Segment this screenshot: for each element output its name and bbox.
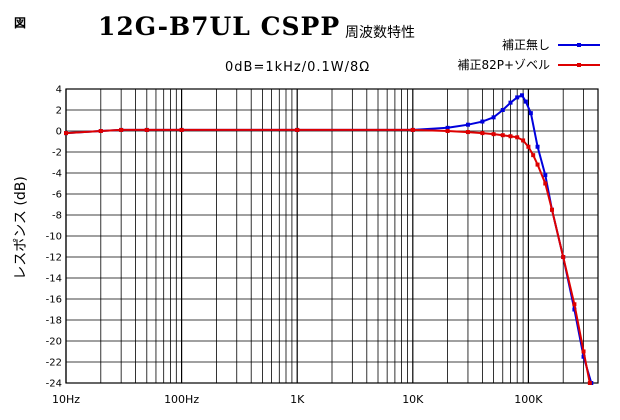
series-compensated-point <box>465 130 470 135</box>
series-uncompensated-point <box>528 111 533 116</box>
series-compensated-point <box>491 132 496 137</box>
series-compensated-point <box>410 127 415 132</box>
x-tick-label: 100Hz <box>164 393 199 406</box>
legend-marker <box>577 43 581 47</box>
y-tick-label: -22 <box>46 358 62 369</box>
y-tick-label: -8 <box>52 211 62 222</box>
legend-marker <box>577 63 581 67</box>
series-uncompensated-line <box>65 94 593 384</box>
series-compensated-point <box>572 302 577 307</box>
series-uncompensated-point <box>500 108 505 112</box>
series-uncompensated-point <box>508 100 513 105</box>
series-compensated-point <box>480 131 485 136</box>
series-compensated-point <box>535 162 540 167</box>
series-compensated-point <box>508 134 513 139</box>
series-compensated-line <box>65 128 591 384</box>
y-tick-label: -18 <box>46 316 62 327</box>
series-compensated-point <box>295 127 300 132</box>
y-tick-labels: 4 2 0 -2 -4 -6 -8 -10 -12 -14 -16 -18 -20 -22 -24 <box>46 85 62 390</box>
legend-label: 補正無し <box>502 37 550 52</box>
series-uncompensated-point <box>445 125 450 130</box>
y-tick-label: -20 <box>46 337 62 348</box>
series-lines <box>64 93 594 385</box>
x-tick-label: 10Hz <box>52 393 80 406</box>
y-tick-label: -4 <box>52 169 62 180</box>
y-tick-label: 4 <box>56 85 62 96</box>
y-tick-label: -24 <box>46 379 62 390</box>
series-compensated-point <box>521 138 526 143</box>
series-compensated-point <box>64 131 68 136</box>
series-uncompensated-point <box>480 119 485 124</box>
plot-border <box>65 88 599 384</box>
series-uncompensated-point <box>543 173 548 178</box>
reference-level: 0dB=1kHz/0.1W/8Ω <box>225 60 371 75</box>
series-compensated-point <box>531 153 536 158</box>
x-tick-label: 100K <box>514 393 543 406</box>
series-compensated-point <box>500 133 505 138</box>
series-compensated-point <box>179 127 184 132</box>
series-uncompensated-point <box>465 122 470 127</box>
series-compensated-point <box>587 381 592 385</box>
legend-label: 補正82P+ゾベル <box>457 58 550 72</box>
y-tick-label: -16 <box>46 295 62 306</box>
y-tick-label: 2 <box>56 106 62 117</box>
series-compensated-point <box>144 127 149 132</box>
series-uncompensated-point <box>535 144 540 149</box>
y-tick-label: -12 <box>46 253 62 264</box>
series-uncompensated-point <box>515 95 520 100</box>
chart-subtitle: 周波数特性 <box>345 25 415 41</box>
y-tick-label: -10 <box>46 232 62 243</box>
x-tick-labels: 10Hz 100Hz 1K 10K 100K <box>52 393 543 406</box>
series-uncompensated-point <box>523 99 528 104</box>
chart-title: 12G-B7UL CSPP <box>98 12 341 41</box>
figure-label: 図 <box>14 16 27 30</box>
chart-grid <box>65 88 599 384</box>
x-tick-label: 1K <box>290 393 305 406</box>
series-compensated-point <box>98 129 103 133</box>
series-uncompensated-point <box>491 115 496 120</box>
series-uncompensated-point <box>519 93 524 98</box>
series-compensated-point <box>526 144 531 149</box>
y-tick-label: -6 <box>52 190 62 201</box>
series-compensated-point <box>515 135 520 140</box>
series-compensated-point <box>549 207 554 212</box>
series-compensated-point <box>445 129 450 133</box>
series-compensated-point <box>543 181 548 186</box>
series-uncompensated-point <box>581 354 586 359</box>
y-tick-label: -2 <box>52 148 62 159</box>
plot-frame <box>65 88 599 384</box>
x-tick-label: 10K <box>402 393 424 406</box>
series-compensated-point <box>119 127 124 132</box>
y-tick-label: -14 <box>46 274 62 285</box>
y-tick-label: 0 <box>56 127 62 138</box>
series-compensated-point <box>581 349 586 354</box>
series-compensated-point <box>561 255 566 259</box>
